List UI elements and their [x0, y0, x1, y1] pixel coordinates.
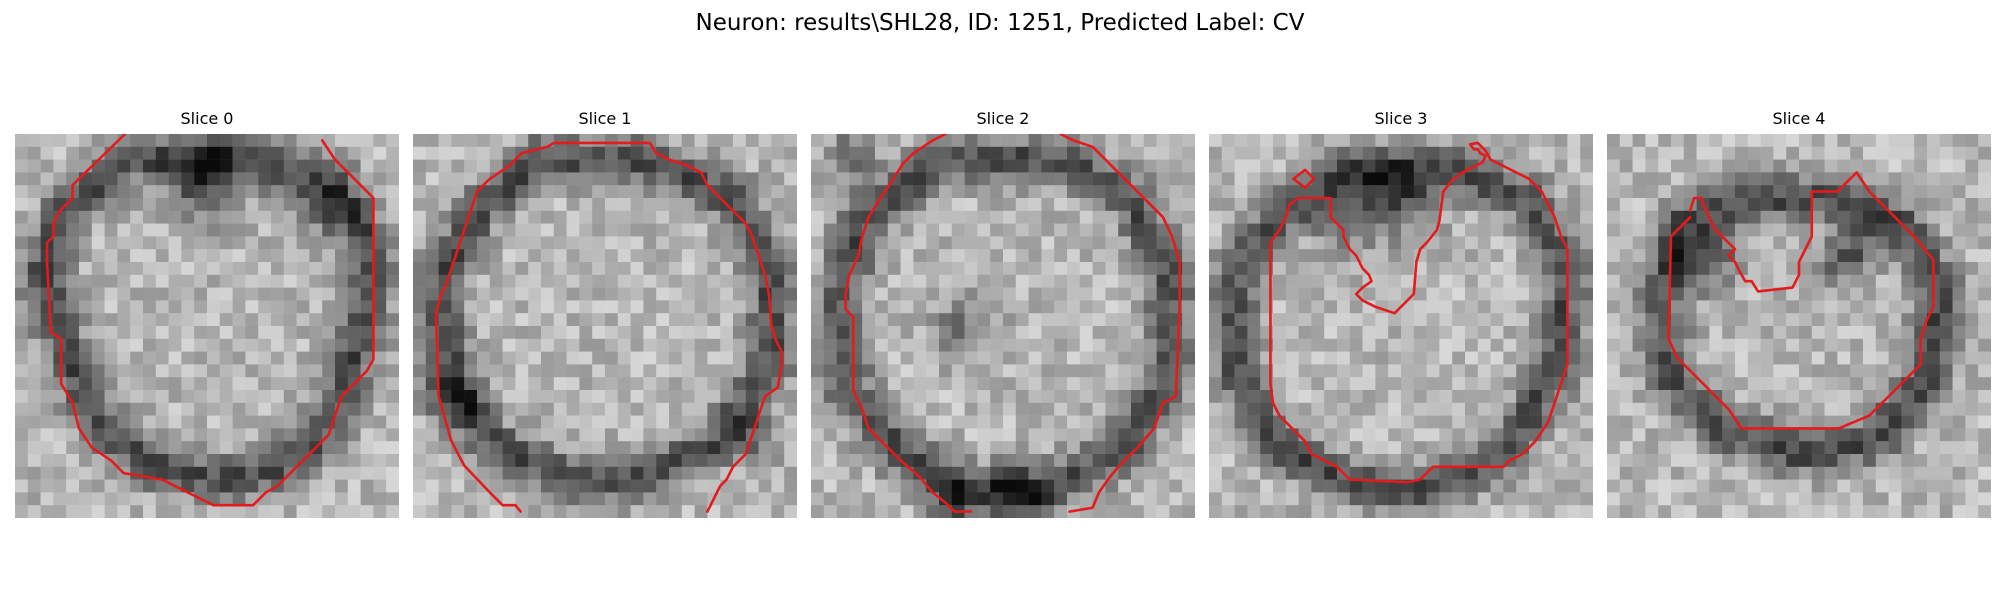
slice-panel-2: Slice 2: [811, 108, 1195, 518]
slice-pixels-1: [413, 134, 797, 518]
slice-image-3: [1209, 134, 1593, 518]
slice-image-2: [811, 134, 1195, 518]
figure-title: Neuron: results\SHL28, ID: 1251, Predict…: [695, 10, 1305, 36]
slice-image-4: [1607, 134, 1991, 518]
slice-pixels-2: [811, 134, 1195, 518]
segmentation-contour-0: [47, 134, 373, 505]
slice-pixels-0: [15, 134, 399, 518]
slice-panel-4: Slice 4: [1607, 108, 1991, 518]
slice-title-1: Slice 1: [578, 109, 632, 128]
slice-title-3: Slice 3: [1374, 109, 1428, 128]
slice-panel-0: Slice 0: [15, 108, 399, 518]
segmentation-contour-2: [846, 134, 1180, 512]
segmentation-contour-3: [1270, 143, 1567, 482]
slice-image-0: [15, 134, 399, 518]
slice-pixels-3: [1209, 134, 1593, 518]
slice-title-4: Slice 4: [1772, 109, 1826, 128]
slice-pixels-4: [1607, 134, 1991, 518]
slice-title-2: Slice 2: [976, 109, 1030, 128]
slice-panel-3: Slice 3: [1209, 108, 1593, 518]
slice-panel-1: Slice 1: [413, 108, 797, 518]
slice-title-0: Slice 0: [180, 109, 234, 128]
segmentation-contour-4: [1668, 172, 1933, 428]
slice-image-1: [413, 134, 797, 518]
segmentation-contour-1: [436, 143, 782, 512]
